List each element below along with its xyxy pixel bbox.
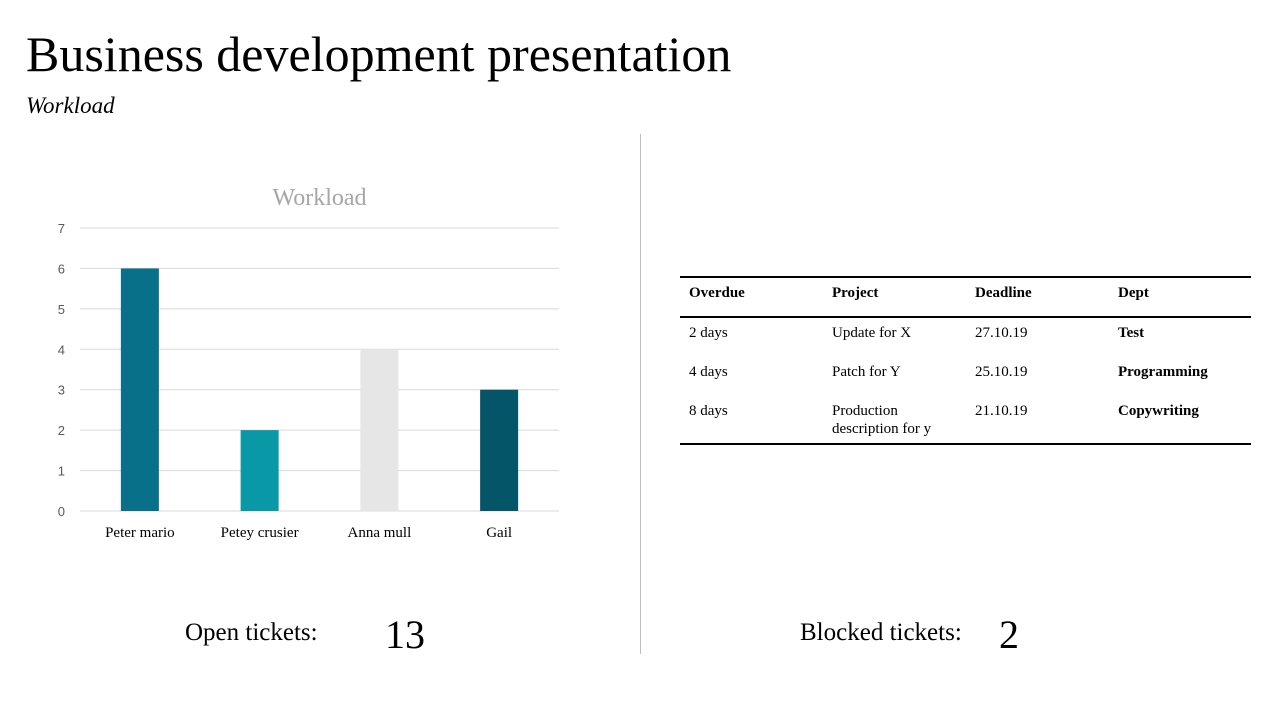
open-tickets-value: 13 xyxy=(385,612,425,657)
table-row: 2 days Update for X 27.10.19 Test xyxy=(680,317,1251,357)
y-tick-label: 7 xyxy=(58,221,65,236)
cell-overdue: 4 days xyxy=(689,364,728,380)
blocked-tickets-label: Blocked tickets: xyxy=(800,619,962,646)
slide-subtitle: Workload xyxy=(26,93,115,118)
y-tick-label: 0 xyxy=(58,504,65,519)
cell-project: Patch for Y xyxy=(832,364,901,380)
cell-dept: Copywriting xyxy=(1118,403,1199,419)
y-tick-label: 1 xyxy=(58,464,65,479)
table-row: 8 days Production description for y 21.1… xyxy=(680,396,1251,444)
blocked-tickets-value: 2 xyxy=(999,612,1019,657)
x-tick-label: Petey crusier xyxy=(221,525,299,541)
cell-dept: Test xyxy=(1118,325,1145,341)
x-tick-label: Gail xyxy=(486,525,512,541)
bar xyxy=(240,430,279,511)
header-overdue: Overdue xyxy=(689,285,745,301)
bar xyxy=(120,268,159,511)
bar xyxy=(360,349,399,511)
y-tick-label: 3 xyxy=(58,383,65,398)
x-tick-label: Peter mario xyxy=(105,525,175,541)
cell-overdue: 2 days xyxy=(689,325,728,341)
workload-bar-chart: Workload 0 1 2 3 4 5 6 7 Peter mario Petey crusier… xyxy=(58,185,559,541)
vertical-divider xyxy=(640,134,641,654)
chart-title: Workload xyxy=(272,185,366,211)
open-tickets-label: Open tickets: xyxy=(185,619,318,646)
y-tick-label: 4 xyxy=(58,342,65,357)
y-tick-label: 5 xyxy=(58,302,65,317)
y-tick-label: 2 xyxy=(58,423,65,438)
cell-deadline: 25.10.19 xyxy=(975,364,1028,380)
cell-project: Production description for y xyxy=(832,403,932,437)
cell-project: Update for X xyxy=(832,325,912,341)
slide-title: Business development presentation xyxy=(26,26,732,82)
header-dept: Dept xyxy=(1118,285,1149,301)
cell-dept: Programming xyxy=(1118,364,1208,380)
table-header-row: Overdue Project Deadline Dept xyxy=(680,277,1251,317)
table-row: 4 days Patch for Y 25.10.19 Programming xyxy=(680,357,1251,396)
overdue-table: Overdue Project Deadline Dept 2 days Upd… xyxy=(680,276,1251,445)
header-deadline: Deadline xyxy=(975,285,1032,301)
y-tick-label: 6 xyxy=(58,261,65,276)
bar xyxy=(480,389,519,511)
x-tick-label: Anna mull xyxy=(348,525,412,541)
cell-overdue: 8 days xyxy=(689,403,728,419)
header-project: Project xyxy=(832,285,879,301)
cell-deadline: 27.10.19 xyxy=(975,325,1028,341)
cell-deadline: 21.10.19 xyxy=(975,403,1028,419)
